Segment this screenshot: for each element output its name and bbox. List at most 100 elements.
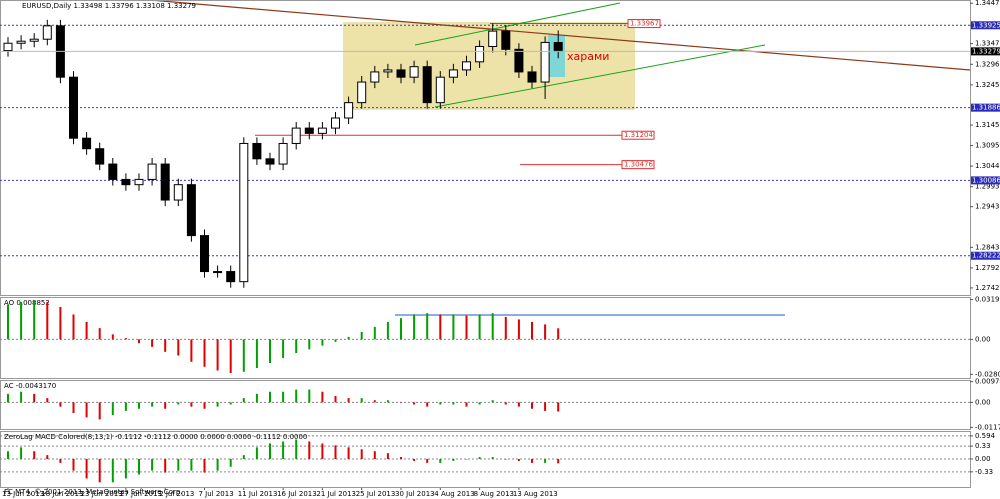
histogram-bar [33, 393, 36, 403]
histogram-bar [46, 398, 49, 403]
y-tick-label: 1.32450 [975, 81, 1000, 89]
histogram-bar [85, 321, 88, 340]
histogram-bar [138, 459, 140, 475]
candle-body [527, 71, 537, 83]
histogram-bar [360, 331, 363, 340]
histogram-bar [465, 459, 468, 460]
candle-body [344, 102, 354, 119]
histogram-bar [295, 439, 298, 459]
histogram-bar [308, 389, 311, 403]
pattern-zone [548, 35, 565, 77]
y-tick-label: 1.28430 [975, 243, 1000, 251]
histogram-bar [321, 443, 324, 459]
level-box [971, 103, 1000, 112]
price-box [971, 47, 1000, 56]
histogram-bar [321, 339, 324, 346]
object-label: 1.33967 [630, 20, 659, 28]
histogram-bar [465, 402, 468, 407]
pane-title: ZeroLag MACD Colored(8,13,1) -0.1112 -0.… [4, 433, 307, 441]
pane-frame [0, 380, 971, 430]
histogram-bar [439, 459, 442, 463]
histogram-bar [151, 459, 154, 471]
histogram-bar [347, 336, 350, 340]
histogram-bar [190, 339, 193, 362]
x-tick-label: 7 Jul 2013 [199, 490, 234, 498]
histogram-bar [426, 402, 429, 407]
histogram-bar [334, 395, 337, 403]
histogram-bar [203, 402, 206, 409]
histogram-bar [20, 391, 23, 403]
candle-body [239, 142, 249, 283]
histogram-bar [504, 459, 507, 460]
annotation: харами [567, 50, 609, 63]
histogram-bar [373, 451, 376, 459]
histogram-bar [504, 316, 507, 340]
object-box [621, 160, 655, 170]
histogram-bar [59, 402, 62, 407]
x-tick-label: 4 Aug 2013 [434, 490, 474, 498]
histogram-bar [33, 300, 36, 340]
candle-body [226, 271, 236, 283]
histogram-bar [400, 402, 402, 403]
candle-body [173, 184, 183, 201]
header: EURUSD,Daily 1.33498 1.33796 1.33108 1.3… [22, 2, 196, 10]
candle-body [291, 127, 301, 144]
level-label: 1.31886 [972, 104, 1000, 112]
candle-body [134, 178, 144, 186]
histogram-bar [544, 459, 547, 463]
candle-body [475, 45, 485, 63]
histogram-bar [544, 324, 547, 340]
histogram-bar [242, 398, 245, 403]
y-tick-label: 1.27920 [975, 264, 1000, 272]
histogram-bar [269, 391, 271, 403]
x-tick-label: 18 Jun 2013 [41, 490, 83, 498]
histogram-bar [255, 447, 258, 459]
candle-body [501, 30, 511, 50]
candle-body [331, 117, 340, 129]
histogram-bar [491, 457, 494, 459]
y-tick-label: 1.32960 [975, 60, 1000, 68]
histogram-bar [229, 459, 232, 467]
histogram-bar [124, 402, 127, 411]
histogram-bar [465, 315, 468, 340]
histogram-bar [46, 455, 49, 459]
x-tick-label: 23 Jun 2013 [81, 490, 123, 498]
object-label: 1.31204 [624, 131, 653, 139]
histogram-bar [190, 459, 193, 471]
histogram-bar [400, 457, 402, 459]
y-tick-label: 0.009713 [975, 378, 1000, 386]
x-tick-label: 16 Jul 2013 [277, 490, 317, 498]
histogram-bar [124, 338, 127, 340]
histogram-bar [229, 402, 232, 405]
histogram-bar [557, 328, 560, 340]
histogram-bar [203, 459, 206, 473]
pane-title: AO 0.008852 [4, 299, 50, 307]
y-tick-label: 1.30440 [975, 162, 1000, 170]
histogram-bar [426, 313, 429, 340]
candle-body [3, 42, 13, 52]
candle-body [265, 158, 275, 165]
histogram-bar [557, 402, 560, 412]
x-tick-label: 13 Jun 2013 [2, 490, 44, 498]
histogram-bar [334, 339, 337, 342]
y-tick-label: 1.30950 [975, 141, 1000, 149]
y-tick-label: 0.00 [975, 398, 991, 406]
histogram-bar [255, 393, 258, 403]
y-tick-label: 0.00 [975, 455, 991, 463]
histogram-bar [308, 339, 311, 350]
y-tick-label: 1.34470 [975, 0, 1000, 7]
histogram-bar [111, 334, 114, 340]
candle-body [553, 42, 563, 52]
y-tick-label: 0.594 [975, 432, 996, 440]
histogram-bar [452, 314, 455, 340]
histogram-bar [544, 402, 547, 411]
candle-body [147, 163, 157, 180]
candle-body [462, 61, 471, 71]
histogram-bar [242, 455, 245, 459]
histogram-bar [138, 402, 140, 409]
candle-body [370, 71, 380, 83]
y-tick-label: 0.031937 [975, 296, 1000, 304]
histogram-bar [531, 459, 533, 463]
histogram-bar [413, 402, 416, 405]
histogram-bar [282, 441, 285, 459]
